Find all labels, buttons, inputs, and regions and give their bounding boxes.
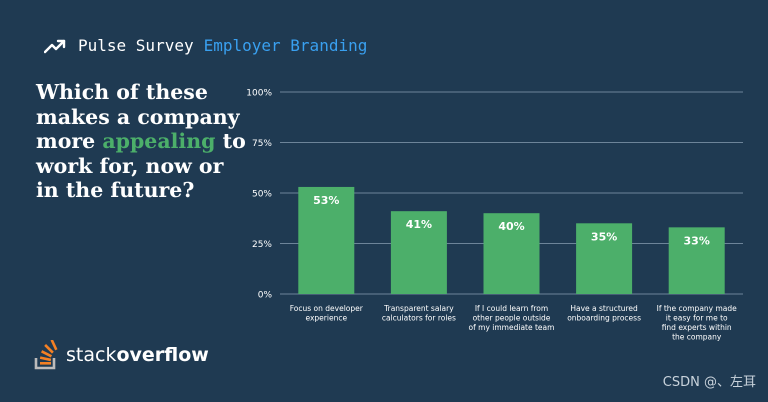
stackoverflow-icon — [34, 340, 58, 370]
bar-value-label: 40% — [498, 220, 524, 233]
category-label: Focus on developer experience — [290, 304, 364, 323]
bar — [668, 227, 725, 294]
bar — [390, 211, 447, 294]
trending-up-icon — [44, 39, 66, 53]
category-label: Transparent salary calculators for roles — [382, 304, 456, 323]
bar-value-label: 33% — [684, 234, 710, 247]
y-tick-label: 0% — [258, 291, 273, 301]
bar — [576, 223, 633, 294]
chart-question: Which of these makes a company more appe… — [36, 80, 246, 203]
logo-word-stack: stack — [66, 344, 117, 366]
y-tick-label: 25% — [252, 240, 272, 250]
bar — [298, 186, 355, 294]
y-tick-label: 75% — [252, 139, 272, 149]
y-tick-label: 50% — [252, 190, 272, 200]
bar-value-label: 53% — [313, 194, 339, 207]
category-label: If the company made it easy for me to find… — [657, 304, 738, 342]
stackoverflow-logo: stack overflow — [34, 340, 209, 370]
question-text-start: Which of these makes a company more — [36, 80, 240, 153]
survey-header: Pulse Survey Employer Branding — [44, 36, 367, 55]
category-label: Have a structured onboarding process — [567, 304, 641, 323]
category-label: If I could learn from other people outsid… — [469, 304, 555, 332]
survey-label: Pulse Survey — [78, 36, 194, 55]
logo-word-overflow: overflow — [116, 344, 209, 366]
bar-value-label: 35% — [591, 230, 617, 243]
question-text-end: to work for, now or in the future? — [36, 129, 246, 202]
bar — [483, 213, 540, 294]
topic-label: Employer Branding — [203, 36, 368, 55]
bar-value-label: 41% — [406, 218, 432, 231]
y-tick-label: 100% — [246, 89, 272, 99]
question-highlight: appealing — [102, 129, 216, 153]
watermark: CSDN @、左耳 — [662, 375, 756, 390]
